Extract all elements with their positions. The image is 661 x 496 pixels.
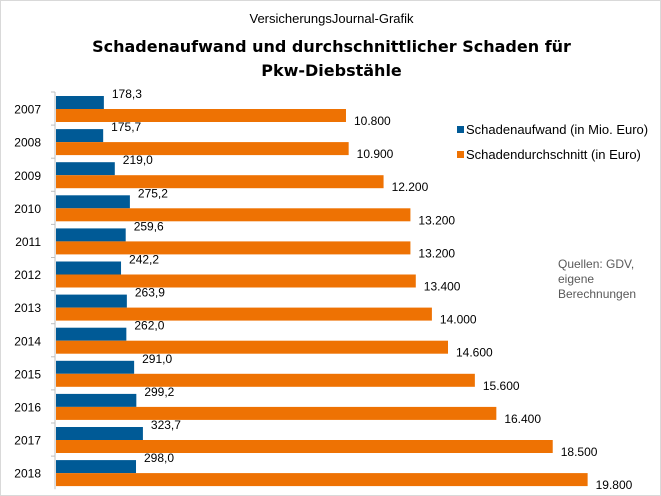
data-label: 275,2 [138, 186, 168, 200]
legend-item-schadendurchschnitt: Schadendurchschnitt (in Euro) [457, 147, 641, 162]
y-tick-label: 2008 [14, 136, 41, 150]
bar-schadendurchschnitt-2012 [56, 274, 416, 288]
bar-schadendurchschnitt-2014 [56, 340, 449, 354]
y-tick-label: 2011 [15, 235, 41, 249]
data-label: 15.600 [483, 379, 520, 393]
data-label: 299,2 [144, 385, 174, 399]
data-label: 10.900 [357, 147, 394, 161]
data-label: 323,7 [151, 418, 181, 432]
source-line: Berechnungen [558, 287, 637, 301]
y-tick-label: 2007 [14, 103, 41, 117]
bar-schadenaufwand-2018 [56, 460, 137, 474]
data-label: 13.200 [418, 213, 455, 227]
data-label: 18.500 [561, 445, 598, 459]
data-label: 13.400 [424, 280, 461, 294]
bar-schadendurchschnitt-2007 [56, 109, 346, 122]
bar-schadendurchschnitt-2018 [56, 473, 588, 487]
bar-schadendurchschnitt-2008 [56, 142, 349, 156]
bar-schadendurchschnitt-2017 [56, 440, 553, 453]
data-label: 298,0 [144, 451, 174, 465]
chart-supertitle: VersicherungsJournal-Grafik [249, 11, 414, 26]
legend-swatch-orange [457, 151, 464, 158]
chart-title: Schadenaufwand und durchschnittlicher Sc… [1, 35, 660, 83]
data-label: 14.600 [456, 346, 493, 360]
source-note: Quellen: GDV, eigene Berechnungen [558, 257, 636, 302]
legend-label: Schadendurchschnitt (in Euro) [466, 147, 641, 162]
y-tick-label: 2009 [14, 169, 41, 183]
bar-schadendurchschnitt-2010 [56, 208, 411, 222]
bar-schadenaufwand-2012 [56, 261, 122, 275]
data-label: 242,2 [129, 253, 159, 267]
data-label: 16.400 [504, 412, 541, 426]
bar-schadenaufwand-2013 [56, 294, 127, 308]
data-label: 14.000 [440, 313, 477, 327]
bar-schadenaufwand-2016 [56, 393, 137, 407]
source-line: eigene [558, 272, 595, 286]
data-label: 263,9 [135, 286, 165, 300]
bar-schadenaufwand-2009 [56, 162, 115, 176]
y-tick-label: 2016 [14, 400, 41, 414]
bar-schadenaufwand-2017 [56, 427, 143, 440]
bar-schadenaufwand-2011 [56, 228, 126, 242]
legend-label: Schadenaufwand (in Mio. Euro) [466, 122, 649, 137]
y-tick-label: 2012 [14, 268, 41, 282]
bar-schadenaufwand-2010 [56, 195, 130, 209]
y-tick-label: 2018 [14, 467, 41, 481]
bar-schadendurchschnitt-2009 [56, 175, 384, 189]
bar-schadendurchschnitt-2013 [56, 307, 432, 321]
data-label: 178,3 [112, 87, 142, 101]
data-label: 259,6 [134, 219, 164, 233]
bar-schadenaufwand-2007 [56, 96, 104, 109]
bar-schadenaufwand-2015 [56, 360, 135, 374]
y-tick-label: 2010 [14, 202, 41, 216]
y-tick-label: 2013 [14, 301, 41, 315]
chart-title-line-2: Pkw-Diebstähle [261, 61, 402, 80]
data-label: 19.800 [596, 478, 633, 492]
data-label: 262,0 [134, 319, 164, 333]
y-tick-label: 2014 [14, 334, 41, 348]
data-label: 219,0 [123, 153, 153, 167]
data-label: 13.200 [418, 246, 455, 260]
bar-schadendurchschnitt-2016 [56, 406, 497, 420]
source-line: Quellen: GDV, [558, 257, 635, 271]
bar-schadendurchschnitt-2015 [56, 373, 475, 387]
legend-swatch-blue [457, 126, 464, 133]
chart-title-line-1: Schadenaufwand und durchschnittlicher Sc… [92, 37, 571, 56]
data-label: 175,7 [111, 120, 141, 134]
bar-schadenaufwand-2008 [56, 129, 104, 143]
bar-schadenaufwand-2014 [56, 327, 127, 341]
legend-item-schadenaufwand: Schadenaufwand (in Mio. Euro) [457, 122, 648, 137]
y-tick-label: 2015 [14, 367, 41, 381]
y-tick-label: 2017 [14, 434, 41, 448]
data-label: 10.800 [354, 114, 391, 128]
data-label: 291,0 [142, 352, 172, 366]
data-label: 12.200 [392, 180, 429, 194]
bar-schadendurchschnitt-2011 [56, 241, 411, 255]
